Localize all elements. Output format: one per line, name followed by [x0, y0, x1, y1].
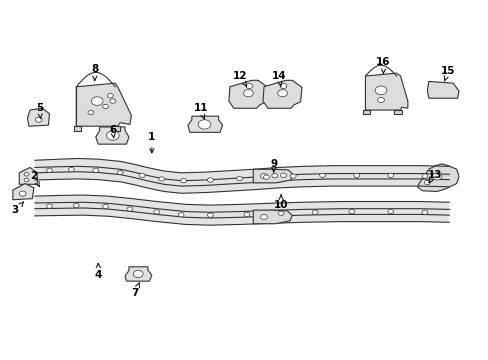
Circle shape	[127, 207, 133, 211]
Text: 13: 13	[427, 170, 441, 183]
Circle shape	[278, 211, 284, 216]
Polygon shape	[76, 83, 131, 126]
Circle shape	[133, 270, 143, 278]
Text: 2: 2	[30, 171, 40, 187]
Polygon shape	[125, 267, 152, 281]
Circle shape	[106, 131, 119, 140]
Circle shape	[46, 204, 52, 208]
Polygon shape	[187, 116, 222, 132]
Circle shape	[245, 84, 252, 89]
Circle shape	[154, 210, 159, 214]
Circle shape	[24, 178, 29, 182]
Text: 15: 15	[440, 66, 455, 81]
Circle shape	[387, 173, 393, 177]
Polygon shape	[35, 195, 448, 225]
Polygon shape	[253, 210, 292, 224]
Circle shape	[271, 174, 277, 178]
Text: 7: 7	[131, 283, 139, 298]
Circle shape	[207, 213, 213, 217]
Circle shape	[377, 98, 384, 103]
Polygon shape	[263, 80, 302, 108]
Circle shape	[280, 173, 286, 177]
Circle shape	[180, 179, 186, 183]
Circle shape	[431, 173, 441, 180]
Text: 3: 3	[12, 202, 24, 216]
Circle shape	[260, 215, 267, 220]
Circle shape	[374, 86, 386, 95]
Text: 5: 5	[36, 103, 43, 119]
Polygon shape	[27, 108, 49, 126]
Text: 10: 10	[273, 194, 288, 210]
Text: 12: 12	[232, 71, 246, 86]
Circle shape	[24, 172, 29, 176]
Circle shape	[236, 176, 242, 181]
Text: 8: 8	[91, 64, 98, 80]
Circle shape	[260, 174, 267, 179]
Circle shape	[88, 111, 94, 115]
Circle shape	[421, 210, 427, 215]
Text: 4: 4	[94, 264, 102, 280]
Circle shape	[243, 90, 253, 97]
Text: 9: 9	[270, 159, 277, 172]
Circle shape	[110, 99, 116, 103]
Circle shape	[312, 210, 318, 215]
Circle shape	[117, 170, 123, 175]
Circle shape	[348, 210, 354, 214]
Polygon shape	[253, 169, 293, 183]
Circle shape	[387, 210, 393, 214]
Polygon shape	[417, 164, 458, 192]
Text: 16: 16	[375, 57, 390, 73]
Polygon shape	[427, 81, 458, 98]
Circle shape	[424, 180, 429, 185]
Circle shape	[139, 173, 145, 177]
Circle shape	[263, 175, 269, 179]
Text: 1: 1	[148, 132, 155, 153]
Circle shape	[158, 177, 164, 181]
Circle shape	[46, 168, 52, 172]
Polygon shape	[393, 110, 401, 114]
Circle shape	[277, 90, 287, 97]
Circle shape	[102, 104, 108, 109]
Circle shape	[73, 203, 79, 208]
Circle shape	[68, 167, 74, 172]
Circle shape	[107, 94, 113, 98]
Circle shape	[178, 213, 183, 217]
Circle shape	[280, 84, 286, 89]
Circle shape	[102, 204, 108, 209]
Polygon shape	[96, 127, 129, 144]
Circle shape	[93, 168, 99, 172]
Polygon shape	[35, 158, 448, 193]
Text: 6: 6	[109, 125, 116, 138]
Circle shape	[353, 173, 359, 177]
Polygon shape	[74, 126, 81, 131]
Circle shape	[35, 117, 42, 122]
Circle shape	[244, 212, 249, 217]
Polygon shape	[13, 184, 34, 200]
Polygon shape	[19, 167, 37, 184]
Circle shape	[91, 97, 103, 105]
Polygon shape	[112, 126, 120, 131]
Polygon shape	[365, 73, 407, 110]
Text: 14: 14	[271, 71, 285, 86]
Circle shape	[207, 178, 213, 182]
Circle shape	[19, 191, 26, 196]
Circle shape	[319, 173, 325, 177]
Circle shape	[290, 174, 296, 178]
Circle shape	[198, 120, 210, 129]
Text: 11: 11	[193, 103, 207, 119]
Polygon shape	[363, 110, 369, 114]
Polygon shape	[228, 80, 267, 108]
Circle shape	[421, 174, 427, 178]
